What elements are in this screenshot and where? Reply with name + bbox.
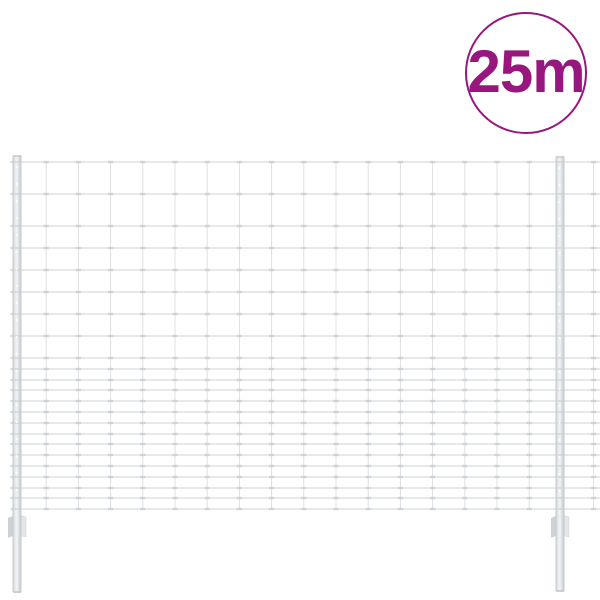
fence-mesh bbox=[10, 160, 600, 511]
fence-post-left bbox=[8, 155, 27, 593]
length-badge-label: 25m bbox=[467, 38, 585, 105]
length-badge: 25m bbox=[465, 12, 587, 134]
fence-post-right bbox=[551, 156, 570, 592]
